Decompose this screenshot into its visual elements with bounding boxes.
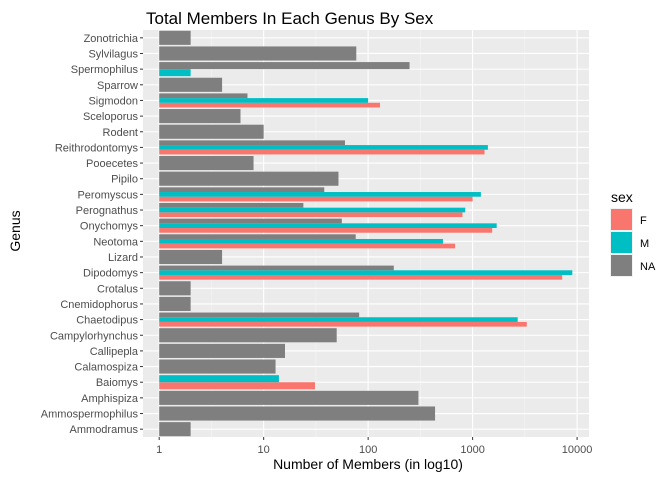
- bar-sparrow-na: [159, 77, 223, 92]
- bar-chaetodipus-na: [159, 312, 360, 318]
- bar-chaetodipus-m: [159, 317, 518, 322]
- bar-pipilo-na: [159, 171, 339, 186]
- legend: sex FM NA: [610, 189, 656, 277]
- y-tick-label: Dipodomys: [83, 268, 139, 280]
- bar-cnemidophorus-na: [159, 296, 191, 311]
- bar-dipodomys-m: [159, 270, 573, 275]
- bar-perognathus-na: [159, 202, 304, 208]
- bar-baiomys-m: [159, 375, 279, 383]
- y-axis-title: Genus: [7, 210, 23, 251]
- bar-peromyscus-na: [159, 187, 325, 193]
- bar-peromyscus-m: [159, 192, 481, 197]
- y-tick-label: Ammospermophilus: [41, 409, 139, 421]
- bar-baiomys-f: [159, 382, 315, 390]
- legend-swatch-na: [611, 255, 632, 276]
- y-tick-label: Pipilo: [111, 174, 138, 186]
- bar-dipodomys-na: [159, 265, 394, 271]
- bar-rodent-na: [159, 124, 264, 139]
- y-tick-label: Sylvilagus: [88, 48, 138, 60]
- x-tick-label: 1000: [460, 444, 484, 456]
- bar-perognathus-f: [159, 212, 463, 218]
- y-tick-label: Onychomys: [80, 221, 139, 233]
- y-tick-label: Sparrow: [97, 80, 138, 92]
- y-axis: Ammodramus Ammospermophilus Amphispiza Baio…: [41, 33, 143, 436]
- bar-neotoma-na: [159, 234, 356, 239]
- bar-sceloporus-na: [159, 109, 241, 124]
- bar-ammospermophilus-na: [159, 406, 436, 421]
- bar-chaetodipus-f: [159, 321, 527, 327]
- bar-sigmodon-m: [159, 98, 369, 103]
- bar-onychomys-f: [159, 228, 493, 233]
- y-tick-label: Callipepla: [90, 346, 139, 358]
- y-tick-label: Baiomys: [96, 377, 139, 389]
- bar-sigmodon-f: [159, 102, 381, 108]
- bar-onychomys-m: [159, 223, 497, 229]
- bar-peromyscus-f: [159, 196, 473, 202]
- x-tick-label: 1: [156, 444, 162, 456]
- y-tick-label: Chaetodipus: [76, 315, 138, 327]
- bar-neotoma-m: [159, 238, 443, 244]
- bar-onychomys-na: [159, 218, 342, 224]
- legend-label: NA: [640, 261, 656, 273]
- legend-title: sex: [611, 189, 633, 205]
- x-tick-label: 10000: [562, 444, 593, 456]
- y-tick-label: Pooecetes: [86, 158, 138, 170]
- x-axis-title: Number of Members (in log10): [273, 456, 463, 472]
- legend-label: M: [640, 238, 649, 250]
- bar-reithrodontomys-f: [159, 149, 485, 155]
- bar-ammodramus-na: [159, 422, 191, 437]
- bar-reithrodontomys-na: [159, 140, 345, 146]
- bar-crotalus-na: [159, 281, 191, 296]
- bar-spermophilus-m: [159, 69, 191, 77]
- bar-zonotrichia-na: [159, 30, 191, 45]
- bar-campylorhynchus-na: [159, 328, 337, 343]
- y-tick-label: Ammodramus: [70, 424, 139, 436]
- bar-lizard-na: [159, 249, 223, 265]
- legend-swatch-f: [611, 209, 632, 230]
- bar-spermophilus-na: [159, 62, 410, 70]
- legend-swatch-m: [611, 232, 632, 253]
- y-tick-label: Amphispiza: [81, 393, 139, 405]
- y-tick-label: Neotoma: [93, 236, 139, 248]
- y-tick-label: Lizard: [108, 252, 138, 264]
- bar-sylvilagus-na: [159, 46, 357, 61]
- x-tick-label: 100: [359, 444, 377, 456]
- bar-reithrodontomys-m: [159, 145, 488, 150]
- bar-callipepla-na: [159, 343, 285, 358]
- bar-dipodomys-f: [159, 274, 563, 280]
- bars: [159, 30, 573, 437]
- bar-pooecetes-na: [159, 156, 254, 171]
- y-tick-label: Zonotrichia: [84, 33, 139, 45]
- y-tick-label: Reithrodontomys: [55, 142, 139, 154]
- bar-perognathus-m: [159, 207, 466, 213]
- y-tick-label: Campylorhynchus: [50, 330, 139, 342]
- y-tick-label: Sceloporus: [83, 111, 139, 123]
- legend-label: F: [640, 215, 647, 227]
- y-tick-label: Peromyscus: [77, 189, 138, 201]
- y-tick-label: Perognathus: [76, 205, 139, 217]
- bar-sigmodon-na: [159, 93, 248, 99]
- y-tick-label: Calamospiza: [74, 362, 138, 374]
- bar-calamospiza-na: [159, 359, 276, 374]
- y-tick-label: Sigmodon: [88, 95, 138, 107]
- chart-title: Total Members In Each Genus By Sex: [146, 9, 434, 28]
- y-tick-label: Spermophilus: [71, 64, 139, 76]
- y-tick-label: Rodent: [103, 127, 138, 139]
- y-tick-label: Cnemidophorus: [60, 299, 138, 311]
- bar-amphispiza-na: [159, 390, 419, 405]
- y-tick-label: Crotalus: [97, 283, 138, 295]
- x-axis: 1 10 100 1000 10000: [156, 437, 592, 456]
- x-tick-label: 10: [258, 444, 270, 456]
- bar-neotoma-f: [159, 243, 456, 249]
